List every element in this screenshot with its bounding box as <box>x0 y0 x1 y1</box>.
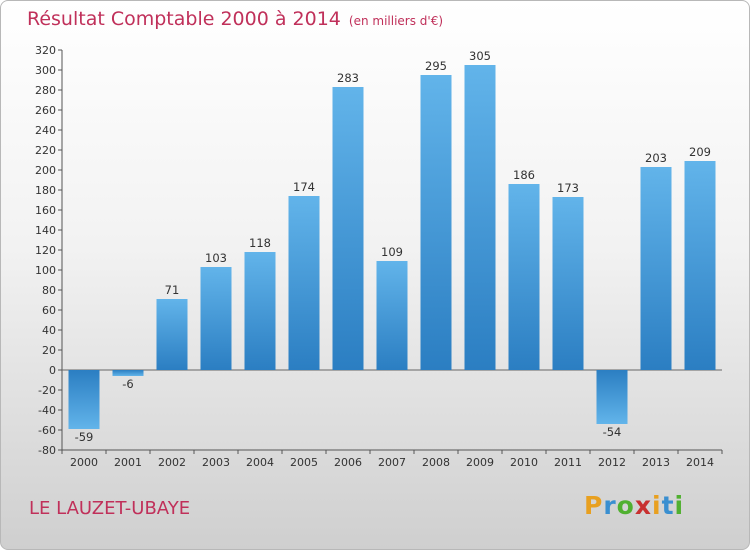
value-label: 173 <box>557 181 579 195</box>
value-label: -59 <box>75 430 94 444</box>
y-tick-label: 200 <box>35 164 56 177</box>
bar <box>596 370 628 424</box>
y-tick-label: 220 <box>35 144 56 157</box>
value-label: 174 <box>293 180 315 194</box>
logo-letter: x <box>634 491 652 520</box>
logo-letter: P <box>584 491 604 520</box>
x-tick-label: 2013 <box>642 456 670 469</box>
value-label: 283 <box>337 71 359 85</box>
bar <box>684 161 716 370</box>
bar <box>552 197 584 370</box>
y-tick-label: 20 <box>42 344 56 357</box>
x-tick-label: 2002 <box>158 456 186 469</box>
title-text: Résultat Comptable 2000 à 2014 <box>27 8 341 30</box>
value-label: -6 <box>122 377 133 391</box>
y-tick-label: 140 <box>35 224 56 237</box>
value-label: 118 <box>249 236 271 250</box>
y-tick-label: 0 <box>49 364 56 377</box>
x-tick-label: 2006 <box>334 456 362 469</box>
x-tick-label: 2005 <box>290 456 318 469</box>
y-tick-label: 300 <box>35 64 56 77</box>
value-label: 295 <box>425 59 447 73</box>
x-tick-label: 2004 <box>246 456 274 469</box>
value-label: 71 <box>165 283 180 297</box>
y-tick-label: 320 <box>35 44 56 57</box>
value-label: 209 <box>689 145 711 159</box>
x-tick-label: 2010 <box>510 456 538 469</box>
y-tick-label: 100 <box>35 264 56 277</box>
y-tick-label: -40 <box>38 404 56 417</box>
y-tick-label: 60 <box>42 304 56 317</box>
bar <box>464 65 496 370</box>
bar <box>332 87 364 370</box>
x-tick-label: 2014 <box>686 456 714 469</box>
logo-letter: o <box>616 491 635 520</box>
x-tick-label: 2009 <box>466 456 494 469</box>
value-label: 203 <box>645 151 667 165</box>
x-tick-label: 2011 <box>554 456 582 469</box>
bar <box>420 75 452 370</box>
y-tick-label: -80 <box>38 444 56 457</box>
y-tick-label: -60 <box>38 424 56 437</box>
bar <box>68 370 100 429</box>
value-label: 109 <box>381 245 403 259</box>
value-label: -54 <box>603 425 622 439</box>
x-tick-label: 2007 <box>378 456 406 469</box>
y-tick-label: 260 <box>35 104 56 117</box>
logo-letter: i <box>652 491 662 520</box>
x-tick-label: 2001 <box>114 456 142 469</box>
bar <box>156 299 188 370</box>
bar <box>288 196 320 370</box>
place-name: LE LAUZET-UBAYE <box>29 498 191 519</box>
x-tick-label: 2003 <box>202 456 230 469</box>
bar <box>112 370 144 376</box>
bar <box>640 167 672 370</box>
title-unit: (en milliers d'€) <box>348 14 444 28</box>
bar <box>508 184 540 370</box>
x-tick-label: 2012 <box>598 456 626 469</box>
y-tick-label: 280 <box>35 84 56 97</box>
y-tick-label: 240 <box>35 124 56 137</box>
bar <box>376 261 408 370</box>
x-tick-label: 2008 <box>422 456 450 469</box>
value-label: 186 <box>513 168 535 182</box>
value-label: 305 <box>469 49 491 63</box>
proxiti-logo: Proxiti <box>584 491 684 520</box>
logo-letter: i <box>674 491 685 520</box>
bar <box>200 267 232 370</box>
y-tick-label: -20 <box>38 384 56 397</box>
x-tick-label: 2000 <box>70 456 98 469</box>
logo-letter: t <box>661 491 675 520</box>
value-label: 103 <box>205 251 227 265</box>
y-tick-label: 80 <box>42 284 56 297</box>
y-tick-label: 120 <box>35 244 56 257</box>
chart-title: Résultat Comptable 2000 à 2014 (en millie… <box>27 8 443 30</box>
y-tick-label: 180 <box>35 184 56 197</box>
logo-letter: r <box>603 491 617 520</box>
y-tick-label: 40 <box>42 324 56 337</box>
bar <box>244 252 276 370</box>
y-tick-label: 160 <box>35 204 56 217</box>
